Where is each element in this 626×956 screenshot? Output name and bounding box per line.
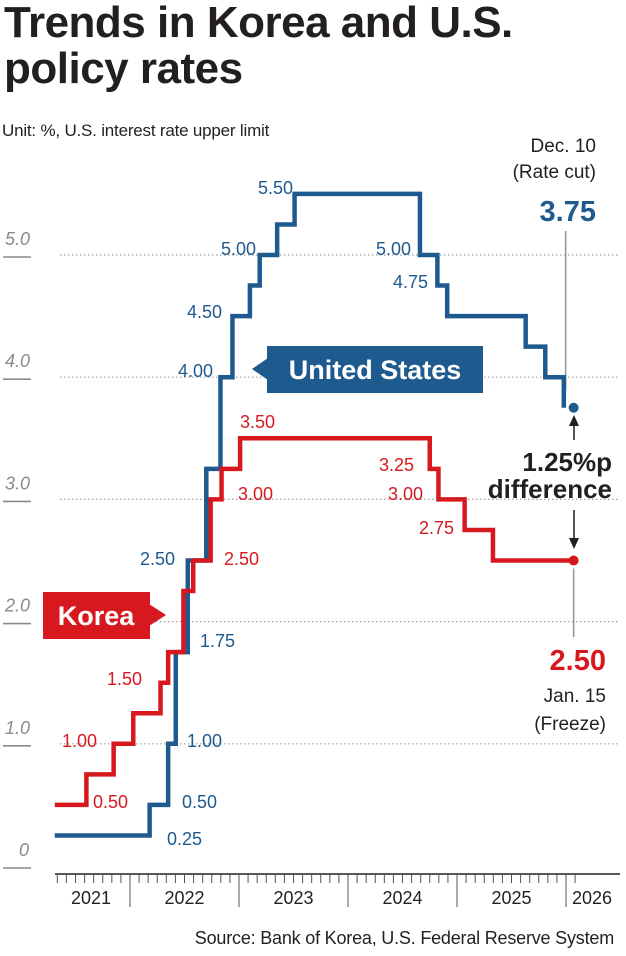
korea-latest-date: Jan. 15 [544, 686, 606, 707]
korea-latest-point [568, 555, 579, 566]
legend-korea-label: Korea [58, 601, 136, 631]
us-latest-value: 3.75 [540, 196, 596, 228]
y-tick-label: 0 [19, 840, 29, 860]
source-note: Source: Bank of Korea, U.S. Federal Rese… [194, 928, 614, 948]
korea-step-label: 0.50 [93, 792, 128, 812]
us-latest-annotation: Dec. 10 (Rate cut) 3.75 [513, 136, 596, 228]
us-step-label: 2.50 [140, 549, 175, 569]
korea-step-label: 3.50 [240, 412, 275, 432]
y-tick-label: 4.0 [5, 351, 30, 371]
y-tick-label: 5.0 [5, 229, 30, 249]
us-step-label: 1.00 [187, 731, 222, 751]
legend-us-pointer [252, 358, 268, 380]
legend-korea-pointer [149, 604, 166, 626]
korea-latest-annotation: 2.50 Jan. 15 (Freeze) [534, 645, 606, 735]
us-step-label: 5.50 [258, 178, 293, 198]
arrow-up-icon [569, 415, 579, 426]
korea-step-label: 2.50 [224, 549, 259, 569]
us-step-label: 5.00 [376, 239, 411, 259]
us-rate-line [54, 191, 567, 838]
difference-annotation: 1.25%p difference [488, 415, 612, 549]
x-tick-label: 2023 [273, 888, 313, 908]
us-step-label: 4.00 [178, 361, 213, 381]
legend-korea: Korea [43, 592, 166, 639]
us-step-label: 0.50 [182, 792, 217, 812]
korea-step-label: 2.75 [419, 518, 454, 538]
difference-value: 1.25%p [522, 447, 612, 477]
title-line-1: Trends in Korea and U.S. [4, 0, 513, 47]
callout-connectors [564, 231, 575, 637]
korea-step-label: 1.00 [62, 731, 97, 751]
us-step-label: 1.75 [200, 631, 235, 651]
korea-step-label: 3.00 [238, 484, 273, 504]
y-tick-label: 3.0 [5, 473, 30, 493]
x-tick-label: 2025 [491, 888, 531, 908]
us-step-label: 5.00 [221, 239, 256, 259]
chart-title: Trends in Korea and U.S. policy rates [4, 0, 513, 92]
korea-latest-note: (Freeze) [534, 714, 606, 735]
us-step-label: 4.50 [187, 302, 222, 322]
x-tick-label: 2022 [164, 888, 204, 908]
y-tick-label: 2.0 [4, 596, 30, 616]
arrow-down-icon [569, 538, 579, 549]
us-step-label: 4.75 [393, 272, 428, 292]
legend-us-box [267, 346, 483, 393]
korea-latest-value: 2.50 [550, 645, 606, 677]
us-latest-note: (Rate cut) [513, 162, 596, 183]
title-line-2: policy rates [4, 44, 243, 93]
legend-us-label: United States [289, 355, 462, 385]
y-axis: 0 1.0 2.0 3.0 4.0 5.0 [3, 229, 31, 869]
unit-note: Unit: %, U.S. interest rate upper limit [2, 121, 270, 140]
legend-united-states: United States [252, 346, 483, 393]
us-step-label: 0.25 [167, 829, 202, 849]
korea-step-label: 3.00 [388, 484, 423, 504]
x-tick-label: 2024 [382, 888, 422, 908]
step-labels: 0.25 0.50 1.00 1.75 2.50 4.00 4.50 5.00 5.50 5.00… [62, 178, 454, 849]
y-tick-label: 1.0 [5, 718, 30, 738]
difference-label: difference [488, 474, 612, 504]
korea-rate-line [54, 436, 574, 808]
x-tick-label: 2021 [71, 888, 111, 908]
legend-korea-box [43, 592, 150, 639]
x-tick-label: 2026 [572, 888, 612, 908]
x-axis: 2021 2022 2023 2024 2025 2026 [55, 873, 620, 908]
korea-step-label: 3.25 [379, 455, 414, 475]
us-latest-date: Dec. 10 [531, 136, 596, 157]
us-latest-point [568, 402, 579, 413]
series-lines [54, 191, 579, 838]
korea-step-label: 1.50 [107, 669, 142, 689]
